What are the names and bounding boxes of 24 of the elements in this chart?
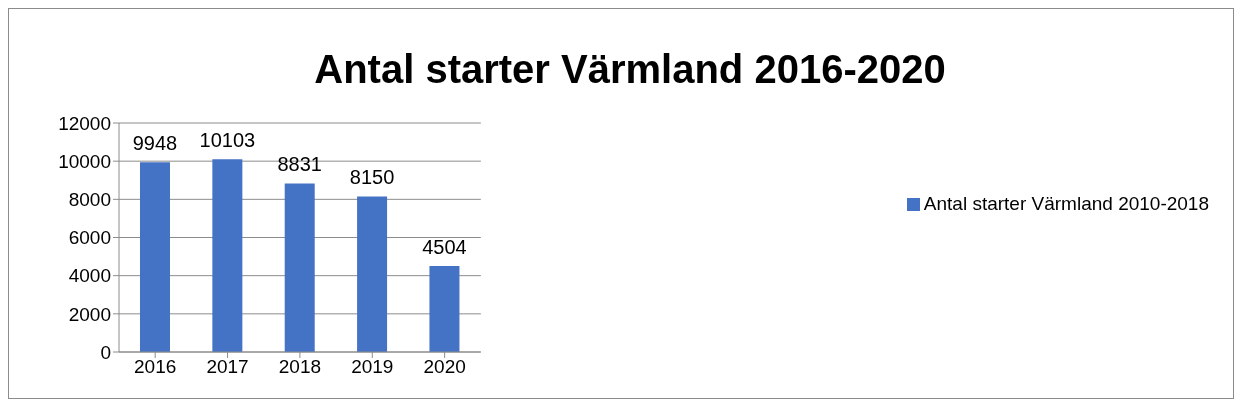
bar — [357, 196, 388, 352]
data-label: 8150 — [349, 166, 395, 189]
x-tick-label: 2016 — [134, 356, 177, 378]
data-label: 8831 — [277, 153, 322, 176]
x-tick-label: 2019 — [351, 356, 394, 378]
bar — [212, 159, 243, 352]
x-tick-label: 2018 — [278, 356, 322, 378]
legend-label: Antal starter Värmland 2010-2018 — [923, 192, 1209, 214]
y-tick-label: 12000 — [58, 112, 111, 134]
data-label: 4504 — [422, 236, 467, 259]
bar — [139, 162, 170, 352]
y-tick-label: 0 — [100, 341, 111, 363]
y-tick-label: 2000 — [68, 303, 111, 325]
x-tick-label: 2017 — [206, 356, 249, 378]
x-tick-label: 2020 — [423, 356, 466, 378]
y-tick-label: 8000 — [68, 189, 111, 211]
y-tick-label: 6000 — [68, 227, 111, 249]
bar — [284, 183, 315, 352]
y-tick-label: 4000 — [68, 265, 111, 287]
y-tick-label: 10000 — [58, 150, 111, 172]
data-label: 10103 — [199, 129, 256, 152]
bar — [429, 266, 460, 352]
text: Antal starter Värmland 2016-2020 — [313, 47, 947, 92]
data-label: 9948 — [132, 132, 178, 155]
